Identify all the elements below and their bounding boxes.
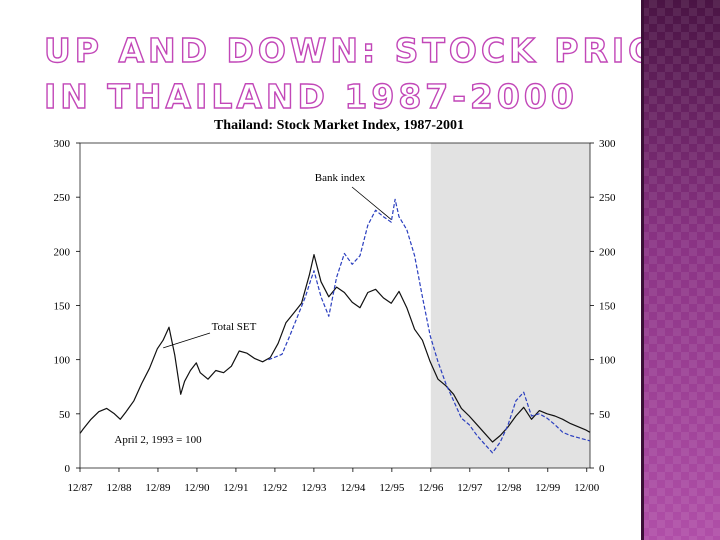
y-tick-label-right: 200 [599, 246, 616, 258]
y-tick-label-left: 100 [54, 355, 71, 367]
y-tick-label-right: 150 [599, 301, 616, 313]
y-tick-label-left: 300 [54, 138, 71, 150]
x-tick-label: 12/92 [262, 482, 287, 494]
x-tick-label: 12/97 [457, 482, 483, 494]
series-line-total-set [79, 254, 591, 443]
y-tick-label-right: 50 [599, 409, 611, 421]
x-tick-label: 12/90 [184, 482, 210, 494]
y-tick-label-right: 100 [599, 355, 616, 367]
annotation-total-set: Total SET [212, 321, 257, 333]
x-tick-label: 12/96 [418, 482, 444, 494]
slide-title-line-2: IN THAILAND 1987-2000 [43, 76, 578, 116]
x-tick-label: 12/87 [67, 482, 93, 494]
y-tick-label-right: 300 [599, 138, 616, 150]
y-tick-label-right: 250 [599, 192, 616, 204]
slide-title-line-1: UP AND DOWN: STOCK PRICES [43, 30, 711, 70]
chart-title: Thailand: Stock Market Index, 1987-2001 [214, 118, 464, 133]
x-tick-label: 12/89 [145, 482, 171, 494]
x-tick-label: 12/00 [574, 482, 600, 494]
y-tick-label-left: 250 [54, 192, 71, 204]
x-tick-label: 12/99 [535, 482, 561, 494]
x-tick-label: 12/95 [379, 482, 405, 494]
y-tick-label-left: 0 [65, 463, 71, 475]
annotation-arrow-bank-index [351, 186, 392, 220]
x-tick-label: 12/88 [106, 482, 132, 494]
annotation-bank-index: Bank index [315, 172, 366, 184]
slide-title: UP AND DOWN: STOCK PRICES IN THAILAND 19… [43, 28, 711, 120]
y-tick-label-right: 0 [599, 463, 605, 475]
stock-index-chart: 0 0 50 50 100 100 150 150 200 200 250 250 300 300 12/8… [54, 118, 617, 494]
y-tick-label-left: 150 [54, 301, 71, 313]
x-tick-label: 12/94 [340, 482, 366, 494]
x-tick-label: 12/93 [301, 482, 327, 494]
y-tick-label-left: 50 [59, 409, 71, 421]
y-tick-label-left: 200 [54, 246, 71, 258]
decorative-side-panel [641, 0, 720, 540]
shaded-region [430, 143, 590, 468]
x-tick-label: 12/91 [223, 482, 248, 494]
annotation-base-date: April 2, 1993 = 100 [114, 434, 202, 446]
annotation-arrow-total-set [163, 332, 211, 349]
x-tick-label: 12/98 [496, 482, 522, 494]
series-line-bank-index [268, 198, 591, 454]
